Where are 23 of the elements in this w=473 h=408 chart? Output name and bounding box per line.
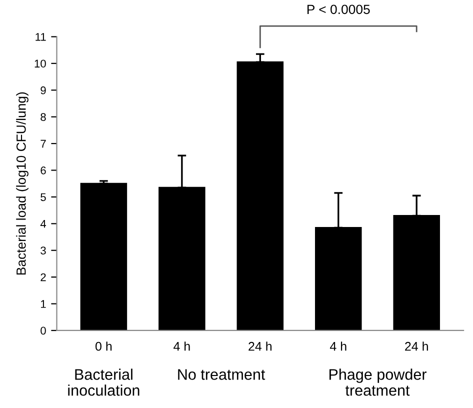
y-tick-label: 3 (40, 246, 46, 254)
y-tick-label: 8 (40, 113, 46, 121)
y-tick-label: 7 (40, 140, 46, 148)
y-tick-label: 0 (40, 326, 46, 335)
bar (80, 182, 128, 330)
text: P < 0.0005 (307, 4, 370, 14)
y-tick-label: 11 (36, 33, 46, 41)
text: Phage powder treatment (329, 368, 427, 396)
x-tick-label: 4 h (174, 342, 190, 351)
x-tick-label: 0 h (95, 342, 112, 351)
text: Bacterial inoculation (68, 368, 140, 396)
text: No treatment (178, 369, 266, 380)
y-tick-label: 5 (40, 193, 46, 202)
y-tick-label: 10 (34, 60, 46, 68)
x-tick-label: 4 h (330, 342, 346, 351)
y-axis-title: Bacterial load (log10 CFU/lung) (16, 92, 28, 275)
x-tick-label: 24 h (248, 342, 272, 351)
y-tick-label: 9 (40, 86, 46, 94)
y-tick-label: 4 (40, 220, 46, 228)
x-tick-label: 24 h (405, 342, 428, 351)
y-tick-label: 1 (41, 300, 46, 308)
y-tick-label: 2 (40, 273, 46, 282)
y-tick-label: 6 (40, 166, 46, 174)
